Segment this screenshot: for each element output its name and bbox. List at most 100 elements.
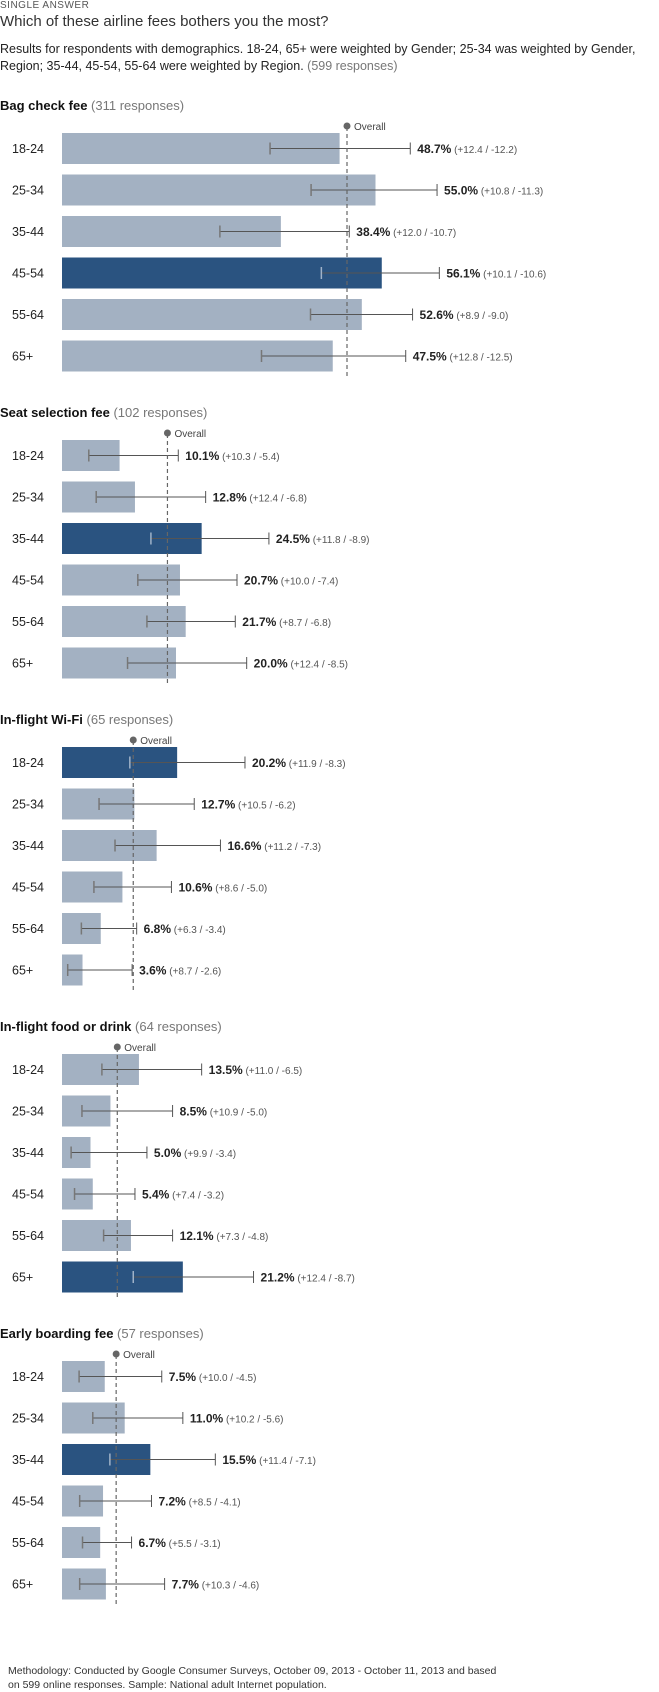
chart-2-data-label: 20.0% (+12.4 / -8.5) (254, 657, 348, 671)
chart-1-data-label: 55.0% (+10.8 / -11.3) (444, 184, 543, 198)
chart-3-title: In-flight Wi-Fi (65 responses) (0, 712, 173, 727)
chart-3-value-label: 12.7% (201, 798, 235, 812)
chart-1-title: Bag check fee (311 responses) (0, 98, 184, 113)
question-title: Which of these airline fees bothers you … (0, 13, 329, 30)
chart-4-error-label: (+7.3 / -4.8) (214, 1232, 269, 1243)
chart-2-error-label: (+12.4 / -8.5) (288, 660, 348, 671)
chart-4-value-label: 8.5% (180, 1105, 208, 1119)
chart-3-category-label: 25-34 (12, 798, 44, 812)
chart-4-value-label: 13.5% (209, 1063, 243, 1077)
chart-2-title-text: Seat selection fee (0, 405, 110, 420)
subtitle-text: Results for respondents with demographic… (0, 42, 636, 73)
chart-5-data-label: 7.7% (+10.3 / -4.6) (172, 1578, 260, 1592)
chart-5-error-label: (+10.0 / -4.5) (196, 1373, 256, 1384)
chart-1-category-label: 55-64 (12, 308, 44, 322)
chart-4-value-label: 5.4% (142, 1188, 170, 1202)
chart-3-overall-marker (129, 736, 137, 744)
chart-1-value-label: 47.5% (413, 350, 447, 364)
chart-5-value-label: 7.5% (169, 1370, 197, 1384)
chart-5-value-label: 15.5% (222, 1453, 256, 1467)
chart-2-value-label: 10.1% (185, 449, 219, 463)
chart-5-data-label: 7.2% (+8.5 / -4.1) (158, 1495, 240, 1509)
chart-4-overall-marker (113, 1043, 121, 1051)
chart-2-value-label: 20.7% (244, 574, 278, 588)
chart-4-category-label: 35-44 (12, 1146, 44, 1160)
chart-1-error-label: (+12.4 / -12.2) (451, 145, 517, 156)
chart-3-error-label: (+8.6 / -5.0) (212, 884, 267, 895)
chart-2-category-label: 65+ (12, 657, 33, 671)
chart-3-value-label: 16.6% (227, 839, 261, 853)
chart-4-responses: (64 responses) (131, 1019, 221, 1034)
chart-5-overall-label: Overall (123, 1350, 155, 1361)
chart-1-error-label: (+10.1 / -10.6) (480, 270, 546, 281)
chart-3-value-label: 3.6% (139, 964, 167, 978)
chart-5-error-label: (+5.5 / -3.1) (166, 1539, 221, 1550)
chart-1-error-label: (+10.8 / -11.3) (478, 187, 543, 198)
chart-3-data-label: 20.2% (+11.9 / -8.3) (252, 756, 346, 770)
chart-5-value-label: 6.7% (139, 1536, 167, 1550)
chart-2-error-label: (+10.0 / -7.4) (278, 577, 338, 588)
chart-2-data-label: 24.5% (+11.8 / -8.9) (276, 532, 370, 546)
chart-1-title-text: Bag check fee (0, 98, 87, 113)
chart-4-error-label: (+10.9 / -5.0) (207, 1108, 267, 1119)
chart-5-value-label: 11.0% (190, 1412, 224, 1426)
chart-5-error-label: (+11.4 / -7.1) (256, 1456, 316, 1467)
chart-3-data-label: 10.6% (+8.6 / -5.0) (178, 881, 267, 895)
chart-2-title: Seat selection fee (102 responses) (0, 405, 207, 420)
chart-3-category-label: 35-44 (12, 839, 44, 853)
chart-2-value-label: 20.0% (254, 657, 288, 671)
chart-1-value-label: 52.6% (420, 308, 454, 322)
chart-2-responses: (102 responses) (110, 405, 208, 420)
chart-1-value-label: 55.0% (444, 184, 478, 198)
chart-4-category-label: 45-54 (12, 1188, 44, 1202)
chart-3-value-label: 10.6% (178, 881, 212, 895)
chart-2-data-label: 12.8% (+12.4 / -6.8) (213, 491, 307, 505)
chart-5-data-label: 7.5% (+10.0 / -4.5) (169, 1370, 257, 1384)
chart-2-data-label: 21.7% (+8.7 / -6.8) (242, 615, 331, 629)
chart-1-value-label: 38.4% (356, 225, 390, 239)
methodology-footnote: Methodology: Conducted by Google Consume… (8, 1665, 497, 1691)
chart-3-value-label: 20.2% (252, 756, 286, 770)
chart-1-overall-label: Overall (354, 122, 386, 133)
question-type-label: SINGLE ANSWER (0, 0, 90, 11)
chart-4-error-label: (+7.4 / -3.2) (169, 1191, 224, 1202)
chart-5-category-label: 25-34 (12, 1412, 44, 1426)
chart-3-title-text: In-flight Wi-Fi (0, 712, 83, 727)
chart-3-category-label: 45-54 (12, 881, 44, 895)
chart-4-value-label: 21.2% (261, 1271, 295, 1285)
chart-4-overall-label: Overall (124, 1043, 156, 1054)
chart-4-data-label: 8.5% (+10.9 / -5.0) (180, 1105, 268, 1119)
chart-3-overall-label: Overall (140, 736, 172, 747)
chart-4-data-label: 21.2% (+12.4 / -8.7) (261, 1271, 355, 1285)
chart-1-error-label: (+12.0 / -10.7) (390, 228, 456, 239)
chart-4-category-label: 18-24 (12, 1063, 44, 1077)
chart-2-data-label: 10.1% (+10.3 / -5.4) (185, 449, 279, 463)
total-responses: (599 responses) (307, 59, 398, 73)
chart-2-error-label: (+8.7 / -6.8) (276, 618, 331, 629)
chart-2-overall-label: Overall (174, 429, 206, 440)
results-subtitle: Results for respondents with demographic… (0, 41, 655, 75)
chart-4-category-label: 65+ (12, 1271, 33, 1285)
chart-3-category-label: 55-64 (12, 922, 44, 936)
chart-2-data-label: 20.7% (+10.0 / -7.4) (244, 574, 338, 588)
chart-4-category-label: 55-64 (12, 1229, 44, 1243)
chart-1-category-label: 18-24 (12, 142, 44, 156)
chart-4-error-label: (+11.0 / -6.5) (243, 1066, 303, 1077)
chart-1-data-label: 56.1% (+10.1 / -10.6) (446, 267, 546, 281)
chart-4-value-label: 5.0% (154, 1146, 182, 1160)
chart-4-title-text: In-flight food or drink (0, 1019, 132, 1034)
chart-5-data-label: 6.7% (+5.5 / -3.1) (139, 1536, 221, 1550)
chart-2-category-label: 35-44 (12, 532, 44, 546)
chart-1-error-label: (+12.8 / -12.5) (447, 353, 513, 364)
chart-4-error-label: (+12.4 / -8.7) (295, 1274, 355, 1285)
chart-5-category-label: 35-44 (12, 1453, 44, 1467)
chart-4-data-label: 12.1% (+7.3 / -4.8) (180, 1229, 269, 1243)
chart-3-data-label: 6.8% (+6.3 / -3.4) (144, 922, 226, 936)
chart-3-value-label: 6.8% (144, 922, 172, 936)
chart-5-overall-marker (112, 1350, 120, 1358)
chart-5-value-label: 7.2% (158, 1495, 186, 1509)
chart-5-title: Early boarding fee (57 responses) (0, 1326, 204, 1341)
chart-1-category-label: 35-44 (12, 225, 44, 239)
chart-1-error-label: (+8.9 / -9.0) (454, 311, 509, 322)
chart-1-data-label: 47.5% (+12.8 / -12.5) (413, 350, 513, 364)
